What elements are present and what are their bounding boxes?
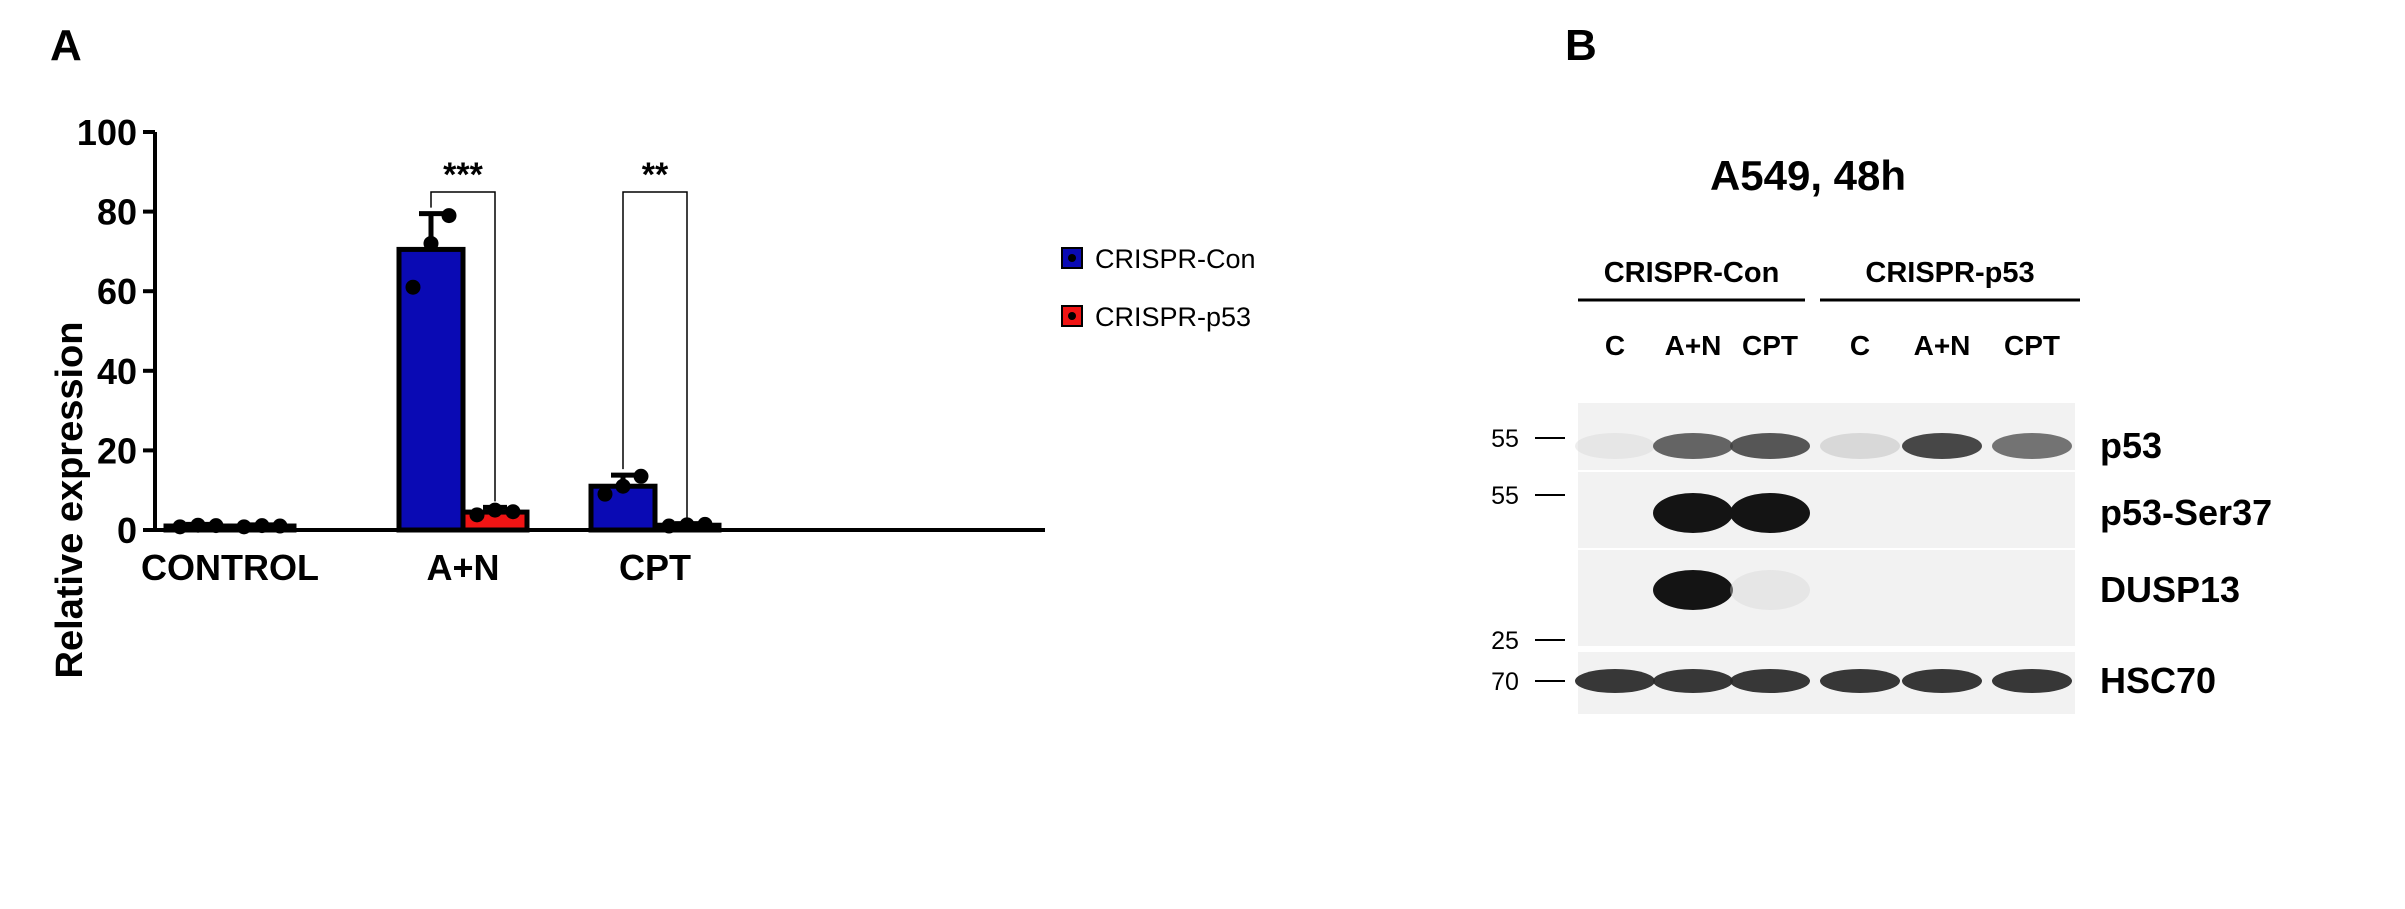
blot-marker-label: 55 xyxy=(1491,482,1519,510)
x-tick-label-cpt: CPT xyxy=(619,547,691,588)
blot-row-label-hsc70: HSC70 xyxy=(2100,660,2216,701)
blot-title: A549, 48h xyxy=(1710,152,1906,199)
blot-lane-label: C xyxy=(1850,330,1870,361)
blot-row-label-dusp13: DUSP13 xyxy=(2100,569,2240,610)
significance-bracket-a-n xyxy=(430,191,496,502)
legend-label-con: CRISPR-Con xyxy=(1095,244,1256,274)
x-tick-label-control: CONTROL xyxy=(141,547,319,588)
bar-chart: Relative expression CRISPR-Con CRISPR-p5… xyxy=(49,112,1256,678)
point-p53-control xyxy=(254,518,270,534)
point-p53-control xyxy=(236,519,252,535)
point-p53-a-n xyxy=(487,502,503,518)
blot-panel-p53 xyxy=(1578,403,2075,470)
point-con-cpt xyxy=(597,486,613,502)
point-p53-control xyxy=(272,518,288,534)
blot-panel-dusp13 xyxy=(1578,550,2075,646)
y-tick-label: 0 xyxy=(117,510,137,551)
blot-row-label-p53-ser37: p53-Ser37 xyxy=(2100,492,2272,533)
point-con-a-n xyxy=(441,208,457,224)
point-p53-a-n xyxy=(505,504,521,520)
legend-dot-con xyxy=(1068,254,1076,262)
legend-dot-p53 xyxy=(1068,312,1076,320)
blot-band-p53 xyxy=(1575,433,1655,459)
blot-band-hsc70 xyxy=(1653,669,1733,693)
blot-band-p53 xyxy=(1902,433,1982,459)
blot-band-p53 xyxy=(1730,433,1810,459)
y-tick-label: 100 xyxy=(77,112,137,153)
blot-group-label-crispr-p53: CRISPR-p53 xyxy=(1865,257,2034,289)
blot-row-label-p53: p53 xyxy=(2100,425,2162,466)
significance-label-a-n: *** xyxy=(443,156,483,194)
y-axis-label: Relative expression xyxy=(49,322,91,679)
blot-band-p53 xyxy=(1992,433,2072,459)
y-tick-label: 40 xyxy=(97,351,137,392)
chart-legend: CRISPR-Con CRISPR-p53 xyxy=(1061,244,1256,332)
blot-band-p53-ser37 xyxy=(1653,493,1733,533)
blot-band-dusp13 xyxy=(1730,570,1810,610)
blot-lane-label: CPT xyxy=(1742,330,1798,361)
bar-con-a-n xyxy=(396,246,466,533)
blot-marker-label: 25 xyxy=(1491,627,1519,655)
y-tick-label: 60 xyxy=(97,271,137,312)
blot-marker-label: 55 xyxy=(1491,425,1519,453)
blot-band-hsc70 xyxy=(1902,669,1982,693)
panel-b-letter: B xyxy=(1565,21,1597,70)
point-p53-cpt xyxy=(679,517,695,533)
blot-lane-label: C xyxy=(1605,330,1625,361)
y-tick-label: 80 xyxy=(97,192,137,233)
blot-band-dusp13 xyxy=(1653,570,1733,610)
point-con-control xyxy=(208,518,224,534)
point-con-a-n xyxy=(423,235,439,251)
point-con-a-n xyxy=(405,279,421,295)
blot-band-p53 xyxy=(1653,433,1733,459)
significance-bracket-cpt xyxy=(622,191,688,518)
blot-band-hsc70 xyxy=(1575,669,1655,693)
y-tick-label: 20 xyxy=(97,430,137,471)
blot-lane-label: A+N xyxy=(1914,330,1971,361)
significance-label-cpt: ** xyxy=(642,156,669,194)
point-p53-cpt xyxy=(697,516,713,532)
blot-band-hsc70 xyxy=(1730,669,1810,693)
point-p53-cpt xyxy=(661,518,677,534)
western-blot: A549, 48h CRISPR-Con C A+N CPT CRISPR-p53 C A+… xyxy=(1491,152,2272,714)
point-p53-a-n xyxy=(469,507,485,523)
point-con-control xyxy=(190,517,206,533)
panel-a-letter: A xyxy=(50,21,82,70)
x-tick-label-a-n: A+N xyxy=(426,547,499,588)
point-con-cpt xyxy=(615,478,631,494)
blot-band-hsc70 xyxy=(1992,669,2072,693)
blot-lane-label: CPT xyxy=(2004,330,2060,361)
blot-band-p53 xyxy=(1820,433,1900,459)
blot-band-hsc70 xyxy=(1820,669,1900,693)
legend-label-p53: CRISPR-p53 xyxy=(1095,302,1251,332)
blot-band-p53-ser37 xyxy=(1730,493,1810,533)
blot-panel-p53-ser37 xyxy=(1578,472,2075,548)
point-con-cpt xyxy=(633,468,649,484)
blot-group-label-crispr-con: CRISPR-Con xyxy=(1604,257,1780,289)
point-con-control xyxy=(172,519,188,535)
blot-marker-label: 70 xyxy=(1491,668,1519,696)
blot-lane-label: A+N xyxy=(1665,330,1722,361)
